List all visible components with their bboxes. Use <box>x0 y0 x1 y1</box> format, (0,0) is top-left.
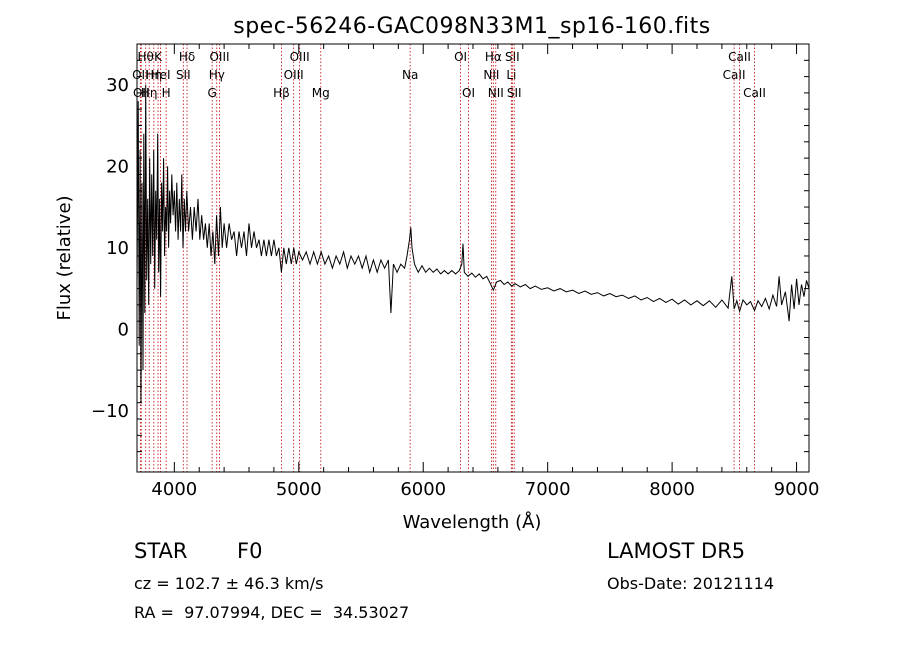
line-label: OI <box>454 50 467 64</box>
y-tick-label: 30 <box>106 75 129 96</box>
line-label: HeI <box>151 68 171 82</box>
x-tick-label: 4000 <box>151 479 197 500</box>
line-label: Hδ <box>179 50 195 64</box>
line-label: CaII <box>743 86 766 100</box>
x-axis: 4000 5000 6000 7000 8000 9000 <box>151 44 819 500</box>
line-label: OIII <box>290 50 310 64</box>
line-label: Mg <box>312 86 330 100</box>
line-label: G <box>208 86 217 100</box>
y-axis: −10 0 10 20 30 <box>91 43 809 453</box>
line-label: OIII <box>209 50 229 64</box>
line-label: Hα <box>485 50 502 64</box>
plot-frame <box>136 43 810 473</box>
y-tick-label: 0 <box>118 319 129 340</box>
line-label: SII <box>507 86 522 100</box>
y-tick-label: 20 <box>106 156 129 177</box>
line-label: NII <box>488 86 504 100</box>
line-label: Hβ <box>273 86 290 100</box>
survey-name: LAMOST DR5 <box>607 539 746 563</box>
y-axis-label: Flux (relative) <box>54 195 75 320</box>
line-label: SII <box>505 50 520 64</box>
line-label: CaII <box>723 68 746 82</box>
spectrum-series <box>136 84 810 403</box>
line-label: Hη <box>145 68 162 82</box>
line-label: OIII <box>284 68 304 82</box>
line-label: NII <box>483 68 499 82</box>
line-label: Hγ <box>209 68 225 82</box>
x-tick-label: 7000 <box>525 479 571 500</box>
observation-date: Obs-Date: 20121114 <box>607 574 775 593</box>
line-label: CaII <box>728 50 751 64</box>
line-label: SII <box>176 68 191 82</box>
line-label: OI <box>462 86 475 100</box>
object-class: STAR <box>134 539 188 563</box>
object-subclass: F0 <box>237 539 263 563</box>
y-tick-label: 10 <box>106 238 129 259</box>
line-label: K <box>154 50 163 64</box>
line-label: Na <box>402 68 418 82</box>
chart-title: spec-56246-GAC098N33M1_sp16-160.fits <box>233 14 711 39</box>
line-label: H <box>162 86 171 100</box>
spectral-line-markers: OIIOIIHθHηHηKHeIHSIIHδGHγOIIIHβOIIIOIIIM… <box>132 44 766 472</box>
line-label: OII <box>132 68 149 82</box>
line-label: Hη <box>141 86 158 100</box>
spectrum-line <box>136 84 810 403</box>
x-tick-label: 9000 <box>774 479 820 500</box>
line-label: Hθ <box>138 50 154 64</box>
line-label: Li <box>506 68 516 82</box>
coordinates: RA = 97.07994, DEC = 34.53027 <box>134 603 410 622</box>
x-tick-label: 8000 <box>649 479 695 500</box>
x-axis-label: Wavelength (Å) <box>403 511 542 533</box>
redshift-velocity: cz = 102.7 ± 46.3 km/s <box>134 574 324 593</box>
x-tick-label: 6000 <box>400 479 446 500</box>
x-tick-label: 5000 <box>276 479 322 500</box>
y-tick-label: −10 <box>91 401 129 422</box>
